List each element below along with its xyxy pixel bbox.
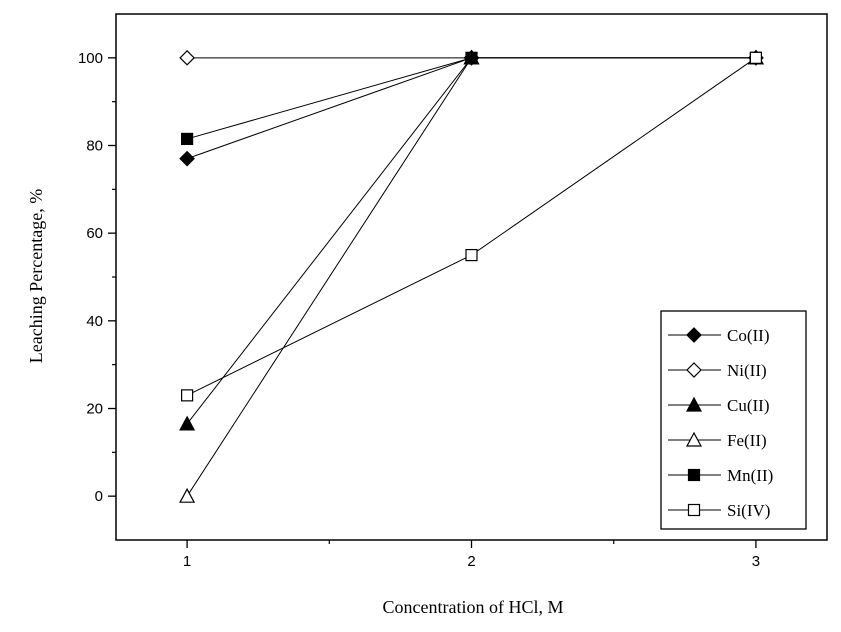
series-line bbox=[186, 57, 756, 140]
data-point bbox=[179, 49, 195, 66]
legend-marker bbox=[685, 431, 703, 447]
x-tick-label: 2 bbox=[467, 553, 475, 570]
y-tick-label: 20 bbox=[86, 401, 103, 418]
data-point bbox=[181, 132, 194, 146]
data-point bbox=[465, 51, 478, 64]
data-point bbox=[179, 487, 196, 503]
data-point bbox=[181, 389, 194, 402]
legend: Co(II) Ni(II) Cu(II) Fe(II) Mn(II) Si(IV) bbox=[660, 310, 807, 530]
data-point bbox=[465, 248, 478, 262]
legend-label: Co(II) bbox=[727, 326, 769, 345]
legend-box bbox=[660, 310, 807, 530]
legend-label: Cu(II) bbox=[727, 396, 769, 415]
y-axis-label: Leaching Percentage, % bbox=[26, 189, 46, 363]
x-axis: 1 2 3 bbox=[183, 540, 760, 570]
legend-marker bbox=[685, 396, 703, 412]
y-tick-label: 0 bbox=[95, 488, 103, 505]
series-layer bbox=[179, 49, 764, 503]
x-tick-label: 3 bbox=[752, 553, 760, 570]
legend-label: Fe(II) bbox=[727, 431, 767, 450]
series-si-iv bbox=[181, 51, 763, 402]
y-tick-label: 60 bbox=[86, 225, 103, 242]
data-point bbox=[179, 150, 195, 167]
y-axis: 0 20 40 60 80 100 bbox=[78, 50, 116, 505]
data-point bbox=[749, 51, 763, 64]
series-co-ii bbox=[179, 49, 764, 167]
y-tick-label: 100 bbox=[78, 50, 103, 67]
data-point bbox=[179, 415, 196, 431]
y-tick-label: 80 bbox=[86, 138, 103, 155]
x-tick-label: 1 bbox=[183, 553, 191, 570]
legend-marker bbox=[686, 362, 702, 378]
series-mn-ii bbox=[181, 51, 763, 146]
series-line bbox=[186, 57, 756, 160]
legend-label: Ni(II) bbox=[727, 361, 767, 380]
legend-marker bbox=[686, 327, 702, 343]
x-axis-label: Concentration of HCl, M bbox=[383, 597, 564, 617]
legend-label: Si(IV) bbox=[727, 501, 770, 520]
y-tick-label: 40 bbox=[86, 313, 103, 330]
legend-label: Mn(II) bbox=[727, 466, 773, 485]
legend-marker bbox=[687, 468, 701, 482]
legend-marker bbox=[687, 503, 701, 517]
